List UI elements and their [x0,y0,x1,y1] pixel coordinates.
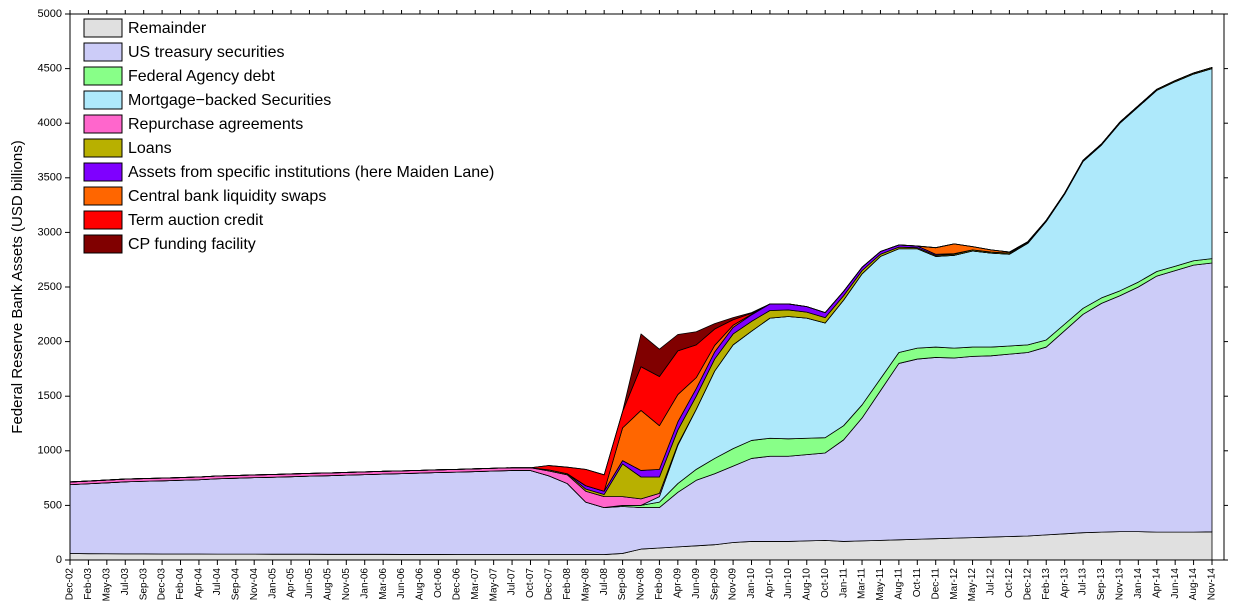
x-tick-label: Dec-12 [1022,568,1033,601]
y-tick-label: 5000 [38,8,62,20]
legend-label: Remainder [128,20,207,37]
x-tick-label: Jun-09 [691,568,702,599]
x-tick-label: Apr-09 [672,568,683,598]
x-tick-label: Jul-08 [599,568,610,596]
x-tick-label: Mar-07 [470,568,481,600]
x-tick-label: Feb-08 [562,568,573,600]
x-tick-label: Mar-12 [949,568,960,600]
x-tick-label: Nov-05 [341,568,352,601]
x-tick-label: Jun-06 [396,568,407,599]
x-tick-label: Jul-12 [986,568,997,596]
y-tick-label: 4500 [38,63,62,75]
legend-swatch [83,114,123,134]
legend-label: Loans [128,140,172,157]
x-tick-label: Apr-14 [1151,568,1162,598]
x-tick-label: Nov-13 [1115,568,1126,601]
x-tick-label: Jan-14 [1133,568,1144,599]
legend-swatch [83,234,123,254]
x-tick-label: Dec-03 [157,568,168,601]
x-tick-label: Mar-11 [857,568,868,599]
x-tick-label: Sep-09 [709,568,720,601]
x-tick-label: Oct-12 [1004,568,1015,598]
x-tick-label: Aug-11 [894,568,905,600]
x-tick-label: Jun-14 [1170,568,1181,599]
legend-label: Term auction credit [128,212,264,229]
y-tick-label: 500 [44,499,62,511]
x-tick-label: Dec-06 [451,568,462,601]
x-tick-label: Oct-06 [433,568,444,598]
x-tick-label: Feb-04 [175,568,186,600]
x-tick-label: May-07 [488,568,499,602]
x-tick-label: Aug-06 [415,568,426,601]
area [69,67,1213,483]
x-tick-label: Oct-07 [525,568,536,598]
x-tick-label: Aug-14 [1188,568,1199,601]
x-tick-label: Apr-04 [194,568,205,598]
x-tick-label: Feb-09 [654,568,665,600]
x-tick-label: Nov-09 [728,568,739,601]
y-tick-label: 3000 [38,226,62,238]
y-axis-label: Federal Reserve Bank Assets (USD billion… [9,140,26,433]
x-tick-label: Jan-10 [746,568,757,599]
x-tick-label: Jun-05 [304,568,315,599]
x-tick-label: Sep-08 [617,568,628,601]
y-tick-label: 1500 [38,390,62,402]
y-tick-label: 4000 [38,117,62,129]
legend-swatch [83,186,123,206]
y-tick-label: 0 [56,554,62,566]
x-tick-label: Apr-13 [1059,568,1070,598]
x-tick-label: Jan-11 [838,568,849,598]
x-tick-label: Jun-10 [783,568,794,599]
legend-label: Central bank liquidity swaps [128,188,326,205]
x-tick-label: Jan-06 [359,568,370,599]
y-tick-label: 3500 [38,172,62,184]
y-tick-label: 2500 [38,281,62,293]
x-tick-label: Jul-04 [212,568,223,596]
x-tick-label: Dec-02 [65,568,76,601]
x-tick-label: Nov-04 [249,568,260,601]
x-tick-label: Jul-07 [507,568,518,596]
x-tick-label: May-12 [967,568,978,602]
x-tick-label: Apr-05 [286,568,297,598]
x-tick-label: Nov-08 [636,568,647,601]
x-tick-label: Sep-03 [138,568,149,601]
x-tick-label: Feb-03 [83,568,94,600]
legend-swatch [83,42,123,62]
legend-label: US treasury securities [128,44,285,61]
x-tick-label: Aug-05 [323,568,334,601]
x-tick-label: May-03 [101,568,112,602]
legend-label: Assets from specific institutions (here … [128,164,494,181]
legend-swatch [83,90,123,110]
legend-swatch [83,210,123,230]
legend-label: Mortgage−backed Securities [128,92,331,109]
x-tick-label: Sep-04 [230,568,241,601]
x-tick-label: Aug-10 [801,568,812,601]
x-tick-label: Nov-14 [1207,568,1218,601]
x-tick-label: Oct-10 [820,568,831,598]
x-tick-label: May-08 [580,568,591,602]
x-tick-label: Oct-11 [912,568,923,598]
x-tick-label: Feb-13 [1041,568,1052,600]
legend-swatch [83,162,123,182]
x-tick-label: Jul-13 [1078,568,1089,596]
legend-swatch [83,18,123,38]
legend-label: CP funding facility [128,236,256,253]
x-tick-label: Apr-10 [765,568,776,598]
x-tick-label: Jan-05 [267,568,278,599]
x-tick-label: Dec-07 [544,568,555,601]
legend-label: Repurchase agreements [128,116,303,133]
legend-swatch [83,66,123,86]
y-tick-label: 2000 [38,336,62,348]
x-tick-label: May-11 [875,568,886,601]
y-tick-label: 1000 [38,445,62,457]
legend-swatch [83,138,123,158]
x-tick-label: Dec-11 [930,568,941,600]
legend-label: Federal Agency debt [128,68,275,85]
x-tick-label: Mar-06 [378,568,389,600]
x-tick-label: Jul-03 [120,568,131,596]
x-tick-label: Sep-13 [1096,568,1107,601]
